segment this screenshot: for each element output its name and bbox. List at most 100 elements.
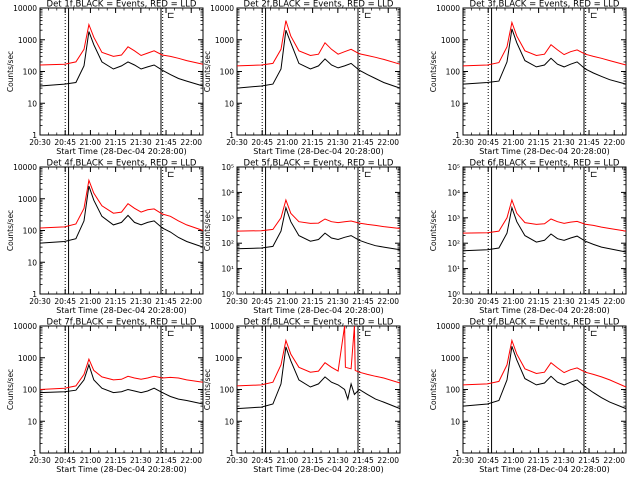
legend-marker: ⊏ — [364, 11, 372, 21]
x-axis-label: Start Time (28-Dec-04 20:28:00) — [56, 147, 187, 156]
y-axis-label: Counts/sec — [203, 51, 212, 92]
y-tick-label: 100 — [446, 68, 461, 77]
x-tick-label: 21:45 — [155, 456, 177, 465]
y-tick-label: 10² — [221, 239, 234, 248]
y-tick-label: 10⁴ — [221, 188, 234, 197]
detector-panel-2: Det 2f,BLACK = Events, RED = LLD 1 10 100 10… — [203, 0, 401, 156]
y-tick-label: 10 — [224, 99, 234, 108]
y-tick-label: 100 — [23, 227, 38, 236]
detector-panel-5: Det 5f,BLACK = Events, RED = LLD 10⁰ 10¹ 10… — [203, 159, 401, 315]
y-axis-label: Counts/sec — [429, 210, 438, 251]
events-series-line — [236, 205, 401, 251]
y-tick-label: 10 — [27, 99, 37, 108]
y-tick-label: 10 — [450, 99, 460, 108]
plot-frame — [462, 325, 627, 454]
legend-marker: ⊏ — [590, 329, 598, 339]
lld-series-line — [462, 20, 627, 67]
detector-panel-6: Det 6f,BLACK = Events, RED = LLD 10⁰ 10¹ 10… — [429, 159, 627, 315]
y-tick-label: 1 — [32, 131, 37, 140]
legend-marker: ⊏ — [167, 170, 175, 180]
x-tick-label: 20:30 — [226, 138, 248, 147]
x-tick-label: 21:30 — [130, 138, 152, 147]
y-tick-label: 100 — [220, 68, 235, 77]
x-tick-label: 21:30 — [130, 297, 152, 306]
x-tick-label: 21:15 — [302, 297, 324, 306]
lld-series-line — [236, 325, 401, 387]
y-tick-label: 10⁰ — [221, 290, 234, 299]
x-tick-label: 21:30 — [553, 456, 575, 465]
y-tick-label: 1 — [455, 449, 460, 458]
x-tick-label: 20:45 — [251, 456, 273, 465]
x-axis-label: Start Time (28-Dec-04 20:28:00) — [479, 465, 610, 474]
y-tick-label: 1000 — [215, 36, 234, 45]
x-tick-label: 21:30 — [130, 456, 152, 465]
detector-panel-8: Det 8f,BLACK = Events, RED = LLD 1 10 100 10… — [203, 318, 401, 474]
panel-title: Det 6f,BLACK = Events, RED = LLD — [470, 159, 620, 169]
plot-frame — [236, 7, 401, 136]
x-tick-label: 21:15 — [105, 297, 127, 306]
y-tick-label: 10³ — [447, 214, 460, 223]
legend-marker: ⊏ — [167, 11, 175, 21]
x-tick-label: 22:00 — [377, 456, 399, 465]
x-tick-label: 21:00 — [80, 297, 102, 306]
x-tick-label: 21:15 — [302, 138, 324, 147]
events-series-line — [236, 30, 401, 89]
plot-frame — [462, 166, 627, 295]
x-tick-label: 20:45 — [477, 456, 499, 465]
panel-title: Det 9f,BLACK = Events, RED = LLD — [470, 318, 620, 328]
lld-series-line — [39, 22, 204, 66]
x-axis-label: Start Time (28-Dec-04 20:28:00) — [479, 306, 610, 315]
x-tick-label: 21:30 — [327, 138, 349, 147]
x-tick-label: 22:00 — [603, 297, 625, 306]
x-axis-label: Start Time (28-Dec-04 20:28:00) — [253, 306, 384, 315]
y-tick-label: 1 — [229, 449, 234, 458]
legend-marker: ⊏ — [590, 170, 598, 180]
x-tick-label: 21:30 — [553, 138, 575, 147]
events-series-line — [462, 28, 627, 85]
plot-frame — [462, 7, 627, 136]
x-tick-label: 20:45 — [54, 138, 76, 147]
x-tick-label: 21:30 — [327, 456, 349, 465]
x-tick-label: 22:00 — [377, 138, 399, 147]
y-axis-label: Counts/sec — [6, 369, 15, 410]
x-tick-label: 21:30 — [327, 297, 349, 306]
x-tick-label: 21:45 — [578, 456, 600, 465]
legend-marker: ⊏ — [167, 329, 175, 339]
x-tick-label: 21:00 — [503, 297, 525, 306]
y-axis-label: Counts/sec — [203, 210, 212, 251]
y-tick-label: 100 — [23, 386, 38, 395]
x-tick-label: 20:30 — [452, 138, 474, 147]
y-tick-label: 10000 — [436, 322, 460, 331]
x-axis-label: Start Time (28-Dec-04 20:28:00) — [253, 147, 384, 156]
events-series-line — [39, 31, 204, 87]
x-axis-label: Start Time (28-Dec-04 20:28:00) — [253, 465, 384, 474]
events-series-line — [236, 346, 401, 410]
x-tick-label: 22:00 — [603, 138, 625, 147]
y-tick-label: 1 — [32, 290, 37, 299]
x-tick-label: 21:30 — [553, 297, 575, 306]
x-tick-label: 21:45 — [155, 138, 177, 147]
x-tick-label: 22:00 — [180, 456, 202, 465]
y-tick-label: 10 — [450, 417, 460, 426]
x-axis-label: Start Time (28-Dec-04 20:28:00) — [56, 465, 187, 474]
x-tick-label: 20:30 — [29, 297, 51, 306]
lld-series-line — [236, 20, 401, 67]
y-tick-label: 10⁵ — [221, 163, 234, 172]
panel-title: Det 5f,BLACK = Events, RED = LLD — [244, 159, 394, 169]
x-tick-label: 20:45 — [477, 138, 499, 147]
x-tick-label: 21:15 — [105, 456, 127, 465]
panel-title: Det 1f,BLACK = Events, RED = LLD — [47, 0, 197, 10]
y-tick-label: 10 — [224, 417, 234, 426]
x-tick-label: 20:45 — [54, 456, 76, 465]
y-tick-label: 10 — [27, 417, 37, 426]
panel-title: Det 7f,BLACK = Events, RED = LLD — [47, 318, 197, 328]
y-tick-label: 1000 — [18, 354, 37, 363]
y-tick-label: 1000 — [18, 195, 37, 204]
y-tick-label: 100 — [446, 386, 461, 395]
x-tick-label: 22:00 — [377, 297, 399, 306]
legend-marker: ⊏ — [364, 170, 372, 180]
y-tick-label: 10⁰ — [447, 290, 460, 299]
y-axis-label: Counts/sec — [429, 369, 438, 410]
x-tick-label: 21:15 — [528, 297, 550, 306]
y-tick-label: 10000 — [13, 163, 37, 172]
